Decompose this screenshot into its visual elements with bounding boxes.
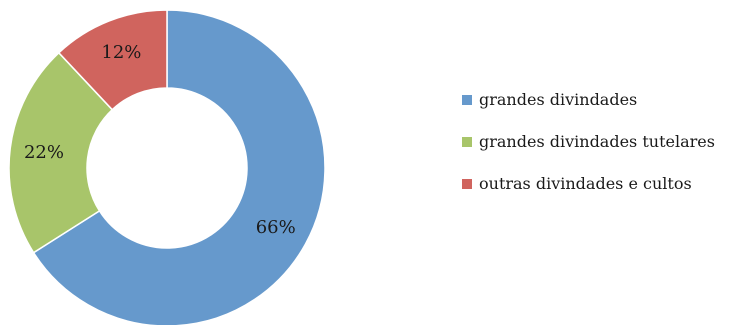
legend-label-grandes-divindades: grandes divindades <box>479 90 638 109</box>
legend-item-grandes-divindades-tutelares: grandes divindades tutelares <box>462 130 738 153</box>
data-label-outras-divindades-e-cultos: 12% <box>101 42 141 63</box>
data-label-grandes-divindades-tutelares: 22% <box>24 142 64 163</box>
legend-label-outras-divindades-e-cultos: outras divindades e cultos <box>479 174 692 193</box>
legend-label-grandes-divindades-tutelares: grandes divindades tutelares <box>479 132 715 151</box>
donut-slice-grandes-divindades <box>32 9 326 327</box>
legend-item-outras-divindades-e-cultos: outras divindades e cultos <box>462 172 738 195</box>
legend-item-grandes-divindades: grandes divindades <box>462 88 738 111</box>
legend-swatch-grandes-divindades <box>462 94 472 105</box>
donut-slice-outras-divindades-e-cultos <box>57 9 168 111</box>
legend-swatch-outras-divindades-e-cultos <box>462 178 472 189</box>
chart-legend: grandes divindades grandes divindades tu… <box>462 88 738 214</box>
legend-swatch-grandes-divindades-tutelares <box>462 136 472 147</box>
data-label-grandes-divindades: 66% <box>256 217 296 238</box>
donut-slice-grandes-divindades-tutelares <box>8 51 114 254</box>
